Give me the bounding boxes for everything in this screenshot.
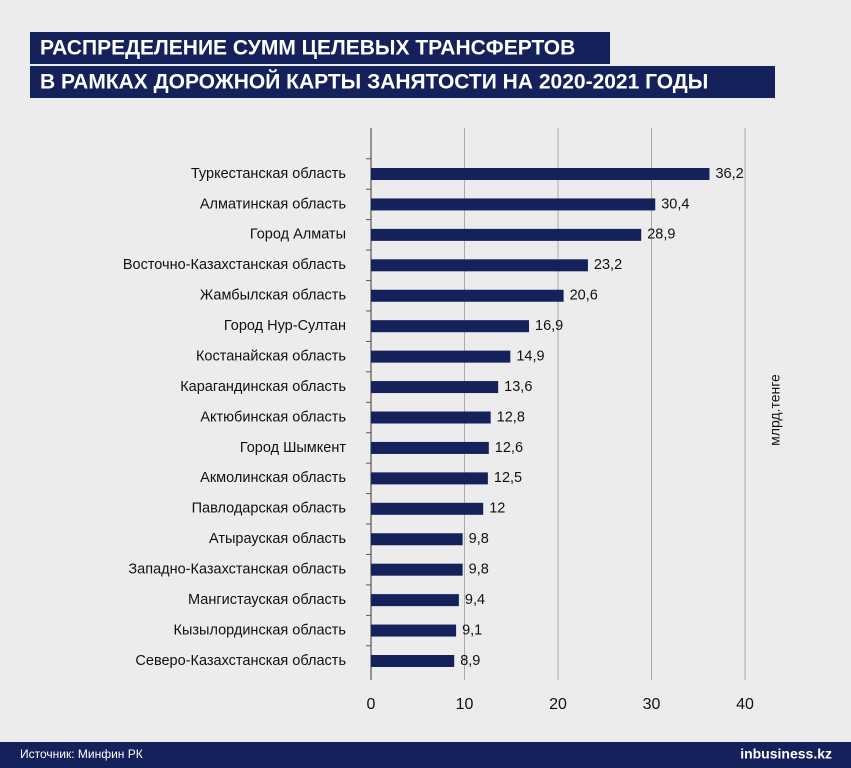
bar [371, 472, 488, 485]
x-tick-label: 20 [549, 696, 567, 713]
value-label: 12,8 [497, 409, 525, 425]
y-tick-label: Кызылординская область [174, 622, 346, 638]
y-tick-label: Туркестанская область [191, 166, 346, 182]
value-label: 23,2 [594, 257, 622, 273]
bar [371, 198, 656, 211]
bar [371, 563, 463, 576]
bar [371, 259, 588, 272]
value-label: 9,8 [469, 531, 489, 547]
bar [371, 381, 499, 394]
y-tick-label: Жамбылская область [200, 288, 346, 304]
y-tick-label: Город Алматы [250, 227, 346, 243]
x-tick-label: 10 [456, 696, 474, 713]
y-tick-label: Алматинская область [200, 196, 346, 212]
value-label: 30,4 [661, 196, 689, 212]
x-tick-label: 30 [643, 696, 661, 713]
value-label: 28,9 [647, 227, 675, 243]
value-label: 13,6 [504, 379, 532, 395]
y-tick-label: Город Нур-Султан [224, 318, 346, 334]
value-label: 9,8 [469, 562, 489, 578]
bar [371, 502, 484, 515]
y-tick-label: Павлодарская область [192, 501, 346, 517]
source: Источник: Минфин РК [20, 747, 143, 761]
axis-label: млрд.тенге [767, 374, 783, 446]
y-tick-label: Мангистауская область [188, 592, 346, 608]
bar [371, 228, 642, 241]
y-tick-label: Актюбинская область [200, 409, 346, 425]
y-tick-label: Восточно-Казахстанская область [123, 257, 346, 273]
value-label: 12 [489, 501, 505, 517]
brand: inbusiness.kz [740, 746, 832, 762]
y-tick-label: Карагандинская область [180, 379, 346, 395]
value-label: 36,2 [715, 166, 743, 182]
y-tick-label: Костанайская область [196, 348, 346, 364]
chart-title: РАСПРЕДЕЛЕНИЕ СУММ ЦЕЛЕВЫХ ТРАНСФЕРТОВ [40, 37, 575, 60]
value-label: 9,1 [462, 622, 482, 638]
value-label: 16,9 [535, 318, 563, 334]
value-label: 12,6 [495, 440, 523, 456]
value-label: 9,4 [465, 592, 485, 608]
bar [371, 533, 463, 546]
y-tick-label: Западно-Казахстанская область [128, 562, 346, 578]
value-label: 20,6 [570, 288, 598, 304]
bar [371, 320, 530, 333]
value-label: 12,5 [494, 470, 522, 486]
footer [0, 742, 851, 768]
title-box [30, 32, 610, 64]
y-tick-label: Атырауская область [209, 531, 346, 547]
y-tick-label: Город Шымкент [240, 440, 347, 456]
chart-title: В РАМКАХ ДОРОЖНОЙ КАРТЫ ЗАНЯТОСТИ НА 202… [40, 70, 708, 94]
x-tick-label: 40 [736, 696, 754, 713]
bar [371, 655, 455, 667]
value-label: 14,9 [516, 348, 544, 364]
bar [371, 168, 710, 180]
x-tick-label: 0 [367, 696, 376, 713]
bar [371, 624, 457, 637]
bar [371, 350, 511, 363]
title-box [30, 66, 775, 98]
bar [371, 441, 489, 454]
bar [371, 289, 564, 302]
value-label: 8,9 [460, 653, 480, 669]
y-tick-label: Северо-Казахстанская область [135, 653, 346, 669]
y-tick-label: Акмолинская область [200, 470, 346, 486]
bar [371, 411, 491, 424]
bar [371, 594, 459, 607]
